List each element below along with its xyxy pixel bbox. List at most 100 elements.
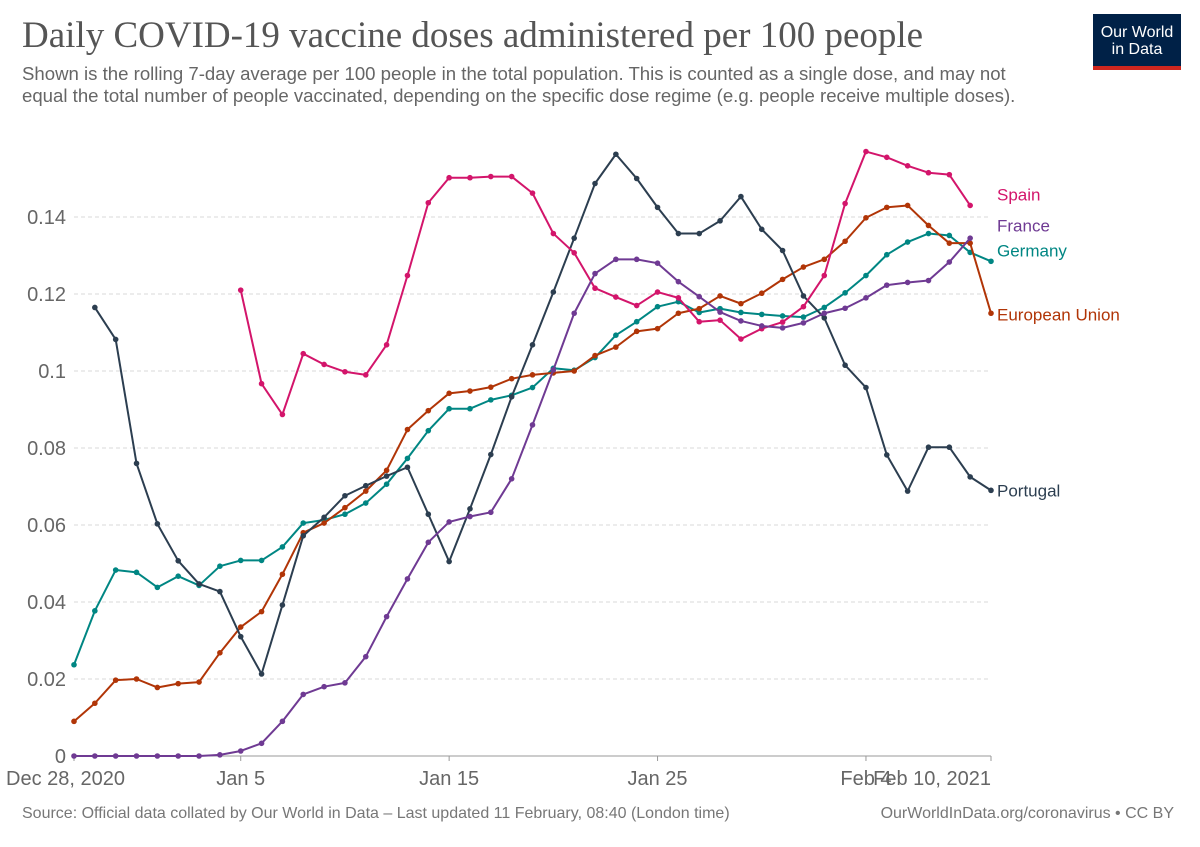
data-point-portugal[interactable] [654, 204, 661, 211]
data-point-portugal[interactable] [154, 521, 161, 527]
data-point-germany[interactable] [446, 405, 452, 412]
data-point-germany[interactable] [779, 313, 786, 319]
data-point-spain[interactable] [821, 272, 828, 279]
data-point-european-union[interactable] [196, 679, 202, 685]
data-point-france[interactable] [258, 740, 265, 747]
data-point-european-union[interactable] [425, 407, 432, 414]
data-point-france[interactable] [71, 753, 77, 759]
data-point-germany[interactable] [237, 557, 244, 564]
data-point-france[interactable] [571, 310, 577, 317]
data-point-germany[interactable] [217, 563, 223, 569]
data-point-spain[interactable] [446, 174, 452, 181]
data-point-spain[interactable] [779, 319, 786, 325]
data-point-spain[interactable] [925, 169, 932, 176]
data-point-germany[interactable] [425, 427, 432, 434]
data-point-european-union[interactable] [529, 372, 536, 378]
data-point-germany[interactable] [946, 232, 953, 239]
data-point-france[interactable] [967, 235, 973, 241]
data-point-portugal[interactable] [300, 532, 307, 539]
data-point-spain[interactable] [342, 368, 348, 375]
data-point-portugal[interactable] [550, 289, 557, 295]
data-point-european-union[interactable] [342, 504, 348, 511]
series-line-portugal[interactable] [94, 153, 992, 675]
data-point-european-union[interactable] [217, 650, 223, 656]
data-point-spain[interactable] [488, 173, 494, 180]
data-point-european-union[interactable] [758, 290, 765, 297]
legend-label-spain[interactable]: Spain [997, 186, 1040, 205]
data-point-germany[interactable] [92, 608, 98, 614]
data-point-portugal[interactable] [738, 193, 744, 200]
data-point-european-union[interactable] [71, 718, 77, 725]
data-point-european-union[interactable] [279, 571, 286, 578]
data-point-france[interactable] [529, 422, 536, 428]
data-point-spain[interactable] [675, 295, 682, 301]
data-point-germany[interactable] [258, 557, 265, 564]
data-point-germany[interactable] [362, 500, 369, 506]
data-point-spain[interactable] [321, 361, 327, 368]
data-point-european-union[interactable] [383, 467, 390, 474]
data-point-portugal[interactable] [92, 304, 98, 311]
data-point-portugal[interactable] [508, 393, 515, 400]
data-point-european-union[interactable] [967, 240, 973, 246]
data-point-france[interactable] [488, 509, 494, 516]
data-point-portugal[interactable] [404, 464, 411, 471]
data-point-france[interactable] [675, 278, 682, 285]
data-point-spain[interactable] [237, 287, 244, 293]
data-point-european-union[interactable] [800, 264, 807, 270]
data-point-spain[interactable] [404, 272, 411, 279]
data-point-portugal[interactable] [883, 452, 890, 458]
data-point-france[interactable] [654, 260, 661, 267]
data-point-portugal[interactable] [863, 384, 869, 391]
data-point-portugal[interactable] [758, 226, 765, 233]
data-point-france[interactable] [154, 753, 161, 759]
data-point-germany[interactable] [342, 511, 348, 518]
data-point-germany[interactable] [883, 251, 890, 258]
data-point-spain[interactable] [571, 250, 577, 256]
data-point-france[interactable] [758, 323, 765, 329]
data-point-france[interactable] [863, 295, 869, 301]
data-point-spain[interactable] [613, 294, 619, 300]
data-point-spain[interactable] [467, 174, 473, 181]
data-point-portugal[interactable] [779, 247, 786, 254]
data-point-european-union[interactable] [779, 276, 786, 283]
data-point-portugal[interactable] [425, 511, 432, 518]
data-point-france[interactable] [321, 683, 327, 690]
data-point-germany[interactable] [467, 405, 473, 412]
data-point-france[interactable] [717, 309, 723, 315]
data-point-france[interactable] [133, 753, 140, 759]
series-line-european-union[interactable] [73, 204, 992, 723]
data-point-germany[interactable] [800, 314, 807, 320]
data-point-germany[interactable] [696, 309, 703, 316]
data-point-european-union[interactable] [92, 700, 98, 707]
data-point-spain[interactable] [279, 411, 286, 418]
data-point-spain[interactable] [550, 230, 557, 237]
data-point-france[interactable] [883, 282, 890, 288]
data-point-portugal[interactable] [321, 514, 327, 521]
data-point-spain[interactable] [738, 336, 744, 342]
data-point-spain[interactable] [258, 380, 265, 387]
data-point-european-union[interactable] [904, 202, 911, 209]
data-point-spain[interactable] [425, 199, 432, 206]
data-point-european-union[interactable] [446, 390, 452, 397]
data-point-european-union[interactable] [467, 388, 473, 394]
data-point-france[interactable] [904, 279, 911, 286]
data-point-portugal[interactable] [446, 558, 452, 565]
data-point-germany[interactable] [175, 573, 182, 580]
series-line-spain[interactable] [239, 150, 971, 416]
data-point-spain[interactable] [883, 154, 890, 161]
legend-label-portugal[interactable]: Portugal [997, 481, 1060, 500]
data-point-france[interactable] [633, 256, 640, 263]
data-point-spain[interactable] [654, 289, 661, 295]
data-point-portugal[interactable] [279, 602, 286, 608]
data-point-european-union[interactable] [488, 384, 494, 390]
data-point-spain[interactable] [592, 285, 598, 292]
data-point-portugal[interactable] [988, 487, 994, 494]
data-point-germany[interactable] [613, 332, 619, 338]
legend-label-germany[interactable]: Germany [997, 241, 1067, 260]
data-point-germany[interactable] [821, 304, 828, 311]
data-point-portugal[interactable] [592, 180, 598, 187]
data-point-germany[interactable] [758, 311, 765, 318]
data-point-portugal[interactable] [904, 488, 911, 494]
credit-link[interactable]: OurWorldInData.org/coronavirus • CC BY [880, 805, 1174, 822]
data-point-spain[interactable] [383, 342, 390, 348]
